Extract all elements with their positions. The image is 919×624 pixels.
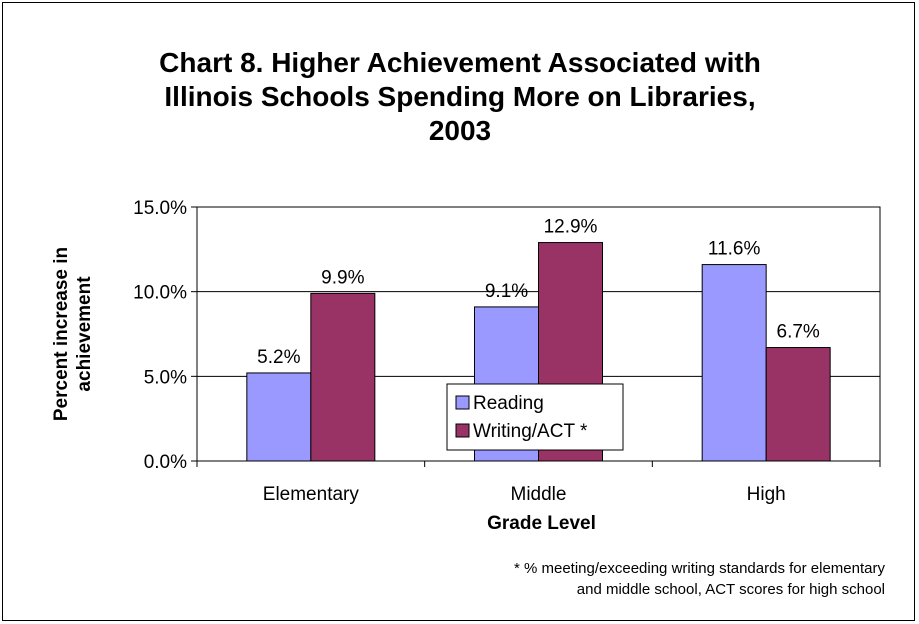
legend (446, 383, 624, 451)
footnote-line-1: * % meeting/exceeding writing standards … (513, 560, 885, 577)
legend-label: Reading (473, 393, 544, 414)
x-axis-title: Grade Level (487, 513, 596, 534)
data-label: 6.7% (777, 322, 820, 343)
chart-title-line-1: Chart 8. Higher Achievement Associated w… (159, 47, 761, 78)
data-label: 9.1% (485, 281, 528, 302)
x-tick-label: Elementary (263, 484, 360, 505)
bar (701, 264, 767, 462)
y-axis-title-line: achievement (74, 276, 95, 392)
bar (246, 372, 312, 462)
legend-swatch (455, 395, 470, 410)
bar (765, 347, 831, 462)
data-label: 5.2% (257, 347, 300, 368)
footnote-line-2: and middle school, ACT scores for high s… (576, 581, 885, 598)
chart-title: Chart 8. Higher Achievement Associated w… (60, 46, 860, 148)
legend-swatch (455, 423, 470, 438)
x-tick-label: High (747, 484, 786, 505)
data-label: 9.9% (321, 267, 364, 288)
x-tick-label: Middle (511, 484, 567, 505)
y-tick-label: 5.0% (144, 367, 187, 388)
y-axis-title-line: Percent increase in (51, 247, 72, 421)
bar (310, 292, 376, 462)
legend-label: Writing/ACT * (473, 421, 588, 442)
chart-title-line-3: 2003 (428, 115, 492, 146)
data-label: 12.9% (544, 217, 598, 238)
y-tick-label: 0.0% (144, 452, 187, 473)
chart-title-line-2: Illinois Schools Spending More on Librar… (164, 81, 756, 112)
y-tick-label: 10.0% (133, 283, 187, 304)
data-label: 11.6% (708, 239, 761, 260)
footnote: * % meeting/exceeding writing standards … (400, 558, 885, 600)
y-axis-title: Percent increase in achievement (51, 247, 95, 421)
y-tick-label: 15.0% (133, 198, 187, 219)
